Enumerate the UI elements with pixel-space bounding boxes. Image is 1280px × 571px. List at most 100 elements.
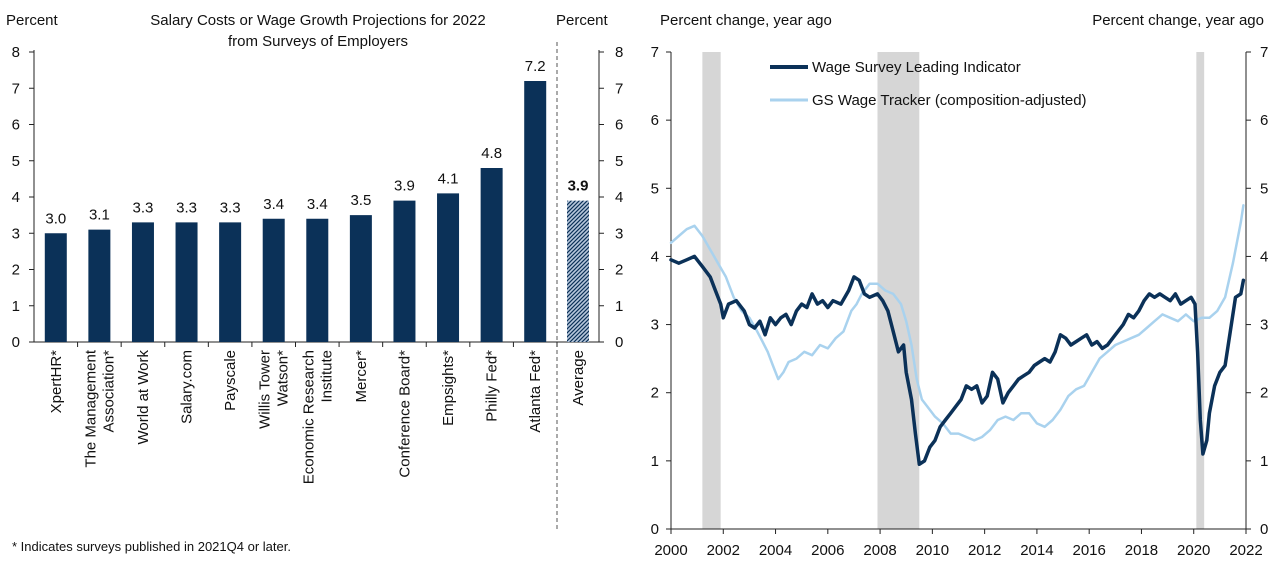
y-tick-label-right: 5 [615, 153, 623, 170]
average-category-label: Average [570, 350, 587, 406]
category-label: Association* [100, 350, 117, 433]
y-tick-label: 8 [12, 44, 20, 61]
y-tick-label: 6 [12, 117, 20, 134]
line-x-tick-label: 2014 [1020, 542, 1053, 559]
line-legend: Wage Survey Leading Indicator GS Wage Tra… [770, 59, 1087, 109]
line-x-tick-label: 2022 [1229, 542, 1262, 559]
bar-value-label: 3.3 [133, 199, 154, 216]
category-label: XpertHR* [48, 350, 65, 414]
bar-value-label: 3.0 [45, 210, 66, 227]
line-y-tick-label: 6 [651, 112, 659, 129]
bar-value-label: 3.4 [307, 196, 328, 213]
bar [88, 229, 111, 342]
line-x-tick-label: 2000 [654, 542, 687, 559]
line-x-tick-label: 2012 [968, 542, 1001, 559]
average-value-label: 3.9 [568, 178, 589, 195]
legend-label-wage-survey: Wage Survey Leading Indicator [812, 59, 1021, 76]
category-label: Atlanta Fed* [527, 350, 544, 433]
y-tick-label-right: 0 [615, 334, 623, 351]
average-bar [567, 200, 589, 342]
line-y-tick-label: 7 [651, 44, 659, 61]
category-label: Willis Tower [257, 350, 274, 429]
bar-value-label: 4.1 [438, 170, 459, 187]
line-x-tick-label: 2020 [1177, 542, 1210, 559]
line-y-tick-label-right: 2 [1260, 385, 1268, 402]
bar [262, 218, 285, 342]
line-y-tick-label: 3 [651, 317, 659, 334]
line-y-tick-label-right: 5 [1260, 180, 1268, 197]
line-x-tick-label: 2002 [707, 542, 740, 559]
line-y-tick-label: 1 [651, 453, 659, 470]
line-x-tick-label: 2018 [1125, 542, 1158, 559]
left-ylabel-right: Percent [556, 12, 609, 29]
bar-value-label: 3.1 [89, 207, 110, 224]
bar [131, 222, 154, 342]
category-label: Conference Board* [396, 350, 413, 478]
y-tick-label-right: 4 [615, 189, 623, 206]
bar [175, 222, 198, 342]
y-tick-label-right: 2 [615, 262, 623, 279]
recession-band [702, 52, 721, 529]
category-label: Mercer* [353, 350, 370, 403]
wage-survey-leading-indicator-line [669, 254, 1246, 467]
legend-label-gs-wage-tracker: GS Wage Tracker (composition-adjusted) [812, 92, 1087, 109]
y-tick-label-right: 6 [615, 117, 623, 134]
line-y-tick-label-right: 0 [1260, 521, 1268, 538]
bar [437, 193, 460, 342]
category-label: Economic Research [300, 350, 317, 484]
line-chart: 0 0 1 1 2 2 3 3 4 4 5 5 6 6 7 7 2000 2002 2004 2006 2008 2010… [651, 44, 1269, 559]
y-tick-label: 5 [12, 153, 20, 170]
line-y-tick-label: 0 [651, 521, 659, 538]
right-ylabel-right: Percent change, year ago [1092, 12, 1264, 29]
bar [44, 233, 67, 342]
bar-chart: 0 0 1 1 2 2 3 3 4 4 5 5 6 6 7 7 8 8 3.0 XpertHR* 3.1 The Mana… [12, 42, 623, 530]
line-y-tick-label: 4 [651, 248, 659, 265]
y-tick-label: 1 [12, 298, 20, 315]
bar-value-label: 3.3 [220, 199, 241, 216]
category-label: Payscale [222, 350, 239, 411]
y-tick-label: 4 [12, 189, 20, 206]
line-x-tick-label: 2006 [811, 542, 844, 559]
line-y-tick-label-right: 1 [1260, 453, 1268, 470]
y-tick-label-right: 3 [615, 225, 623, 242]
bar [480, 168, 503, 342]
line-y-tick-label-right: 7 [1260, 44, 1268, 61]
bar-value-label: 3.3 [176, 199, 197, 216]
line-y-tick-label-right: 3 [1260, 317, 1268, 334]
bar-value-label: 7.2 [525, 58, 546, 75]
bar-value-label: 3.4 [263, 196, 284, 213]
line-x-tick-label: 2004 [759, 542, 792, 559]
category-label: Watson* [275, 350, 292, 406]
y-tick-label-right: 1 [615, 298, 623, 315]
line-x-tick-label: 2008 [863, 542, 896, 559]
bar-value-label: 4.8 [481, 145, 502, 162]
y-tick-label-right: 7 [615, 80, 623, 97]
bar [349, 215, 372, 342]
category-label: Philly Fed* [484, 350, 501, 422]
bar [524, 81, 547, 342]
bar-value-label: 3.9 [394, 178, 415, 195]
bar-value-label: 3.5 [350, 192, 371, 209]
category-label: The Management [82, 349, 99, 467]
bar [219, 222, 242, 342]
line-y-tick-label-right: 4 [1260, 248, 1268, 265]
bar [393, 200, 416, 342]
y-tick-label: 7 [12, 80, 20, 97]
right-ylabel-left: Percent change, year ago [660, 12, 832, 29]
y-tick-label: 0 [12, 334, 20, 351]
line-y-tick-label: 5 [651, 180, 659, 197]
line-y-tick-label: 2 [651, 385, 659, 402]
line-x-tick-label: 2016 [1072, 542, 1105, 559]
y-tick-label-right: 8 [615, 44, 623, 61]
category-label: World at Work [135, 350, 152, 445]
y-tick-label: 3 [12, 225, 20, 242]
line-x-tick-label: 2010 [916, 542, 949, 559]
left-chart-title-line2: from Surveys of Employers [228, 33, 408, 50]
recession-band [1196, 52, 1205, 529]
category-label: Institute [318, 350, 335, 403]
bar [306, 218, 329, 342]
line-y-tick-label-right: 6 [1260, 112, 1268, 129]
category-label: Salary.com [179, 350, 196, 424]
left-footnote: * Indicates surveys published in 2021Q4 … [12, 539, 291, 554]
